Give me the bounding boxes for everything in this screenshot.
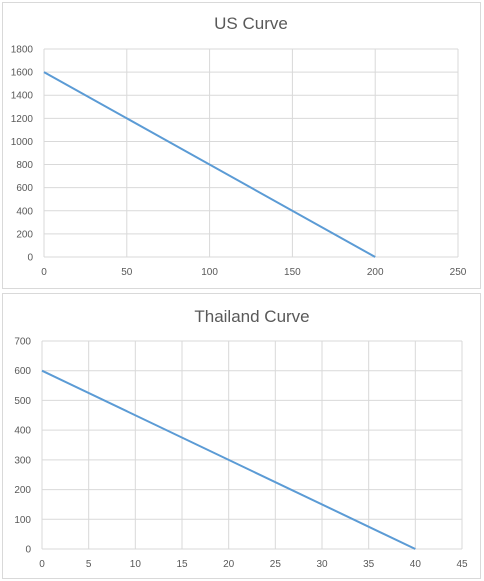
x-tick-label: 25 xyxy=(270,559,282,570)
x-tick-label: 40 xyxy=(410,559,422,570)
y-tick-label: 600 xyxy=(16,183,33,194)
x-tick-label: 45 xyxy=(456,559,468,570)
y-tick-label: 1200 xyxy=(11,114,34,125)
y-tick-label: 400 xyxy=(14,426,31,437)
y-tick-label: 300 xyxy=(14,455,31,466)
x-tick-label: 30 xyxy=(316,559,328,570)
chart-title: US Curve xyxy=(214,14,288,33)
thailand-curve-chart: Thailand Curve 0 100 200 300 400 500 600 700 0 5 10… xyxy=(2,293,481,579)
y-tick-label: 200 xyxy=(16,229,33,240)
y-tick-label: 1400 xyxy=(11,91,34,102)
x-tick-label: 200 xyxy=(367,267,384,278)
x-tick-label: 35 xyxy=(363,559,375,570)
x-tick-label: 100 xyxy=(201,267,218,278)
x-tick-label: 250 xyxy=(450,267,467,278)
y-tick-label: 1800 xyxy=(11,45,34,56)
y-tick-label: 600 xyxy=(14,366,31,377)
y-tick-label: 500 xyxy=(14,396,31,407)
y-tick-label: 1600 xyxy=(11,68,34,79)
us-curve-chart: US Curve 0 200 400 600 800 1000 1200 1400 1600 180… xyxy=(2,2,481,289)
series-line xyxy=(41,369,416,550)
y-tick-label: 1000 xyxy=(11,137,34,148)
us-curve-plot: US Curve02004006008001000120014001600180… xyxy=(11,14,467,278)
y-tick-label: 700 xyxy=(14,337,31,348)
x-tick-label: 150 xyxy=(284,267,301,278)
x-tick-label: 10 xyxy=(130,559,142,570)
y-tick-label: 0 xyxy=(25,545,31,556)
y-tick-label: 0 xyxy=(27,253,33,264)
y-tick-label: 200 xyxy=(14,485,31,496)
thailand-curve-plot: Thailand Curve 0 100 200 300 400 500 600 700 0 5 10… xyxy=(14,307,468,570)
x-tick-label: 50 xyxy=(121,267,133,278)
x-tick-label: 20 xyxy=(223,559,235,570)
x-tick-label: 5 xyxy=(86,559,92,570)
series-line xyxy=(43,71,376,258)
y-tick-label: 400 xyxy=(16,206,33,217)
y-tick-label: 100 xyxy=(14,515,31,526)
x-tick-label: 0 xyxy=(39,559,45,570)
x-tick-label: 15 xyxy=(176,559,188,570)
x-tick-label: 0 xyxy=(41,267,47,278)
y-tick-label: 800 xyxy=(16,160,33,171)
chart-title: Thailand Curve xyxy=(194,307,309,326)
